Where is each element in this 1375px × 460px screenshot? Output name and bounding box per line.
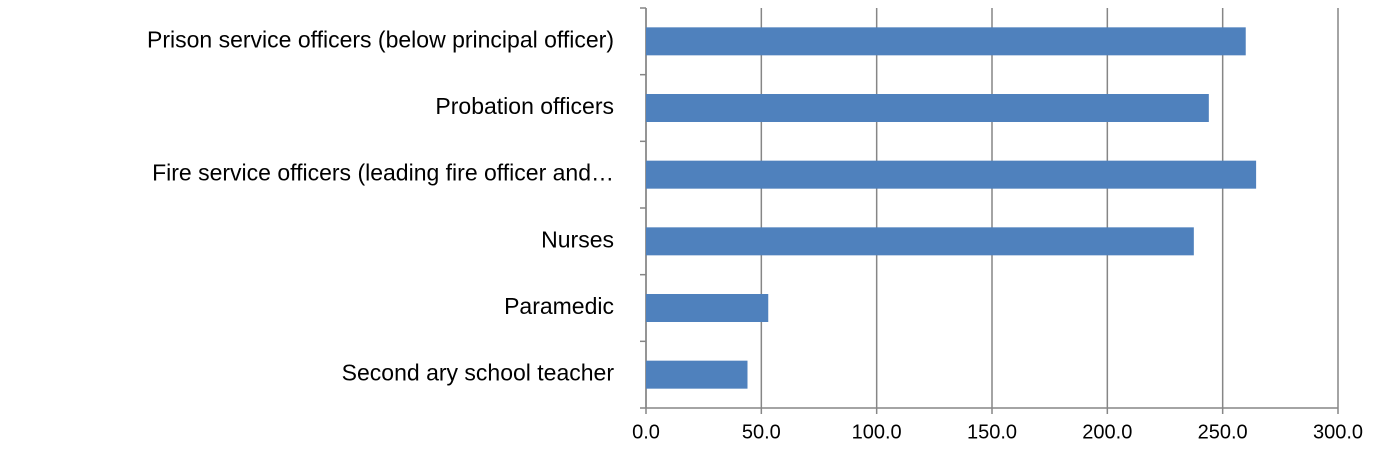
bar <box>646 294 769 322</box>
y-tick-label: Probation officers <box>435 93 614 119</box>
y-tick-label: Paramedic <box>504 293 614 319</box>
bar <box>646 360 748 389</box>
bar <box>646 227 1194 256</box>
y-tick-label: Prison service officers (below principal… <box>147 26 614 52</box>
x-tick-label: 50.0 <box>742 421 781 443</box>
x-tick-label: 300.0 <box>1313 421 1363 443</box>
bar <box>646 27 1246 56</box>
x-tick-label: 100.0 <box>852 421 902 443</box>
x-tick-label: 250.0 <box>1198 421 1248 443</box>
bar <box>646 94 1209 122</box>
x-tick-label: 150.0 <box>967 421 1017 443</box>
y-tick-label: Second ary school teacher <box>342 360 615 386</box>
bar <box>646 160 1257 189</box>
x-tick-label: 0.0 <box>632 421 660 443</box>
y-tick-label: Fire service officers (leading fire offi… <box>152 160 614 186</box>
x-tick-label: 200.0 <box>1082 421 1132 443</box>
y-tick-label: Nurses <box>541 226 614 252</box>
